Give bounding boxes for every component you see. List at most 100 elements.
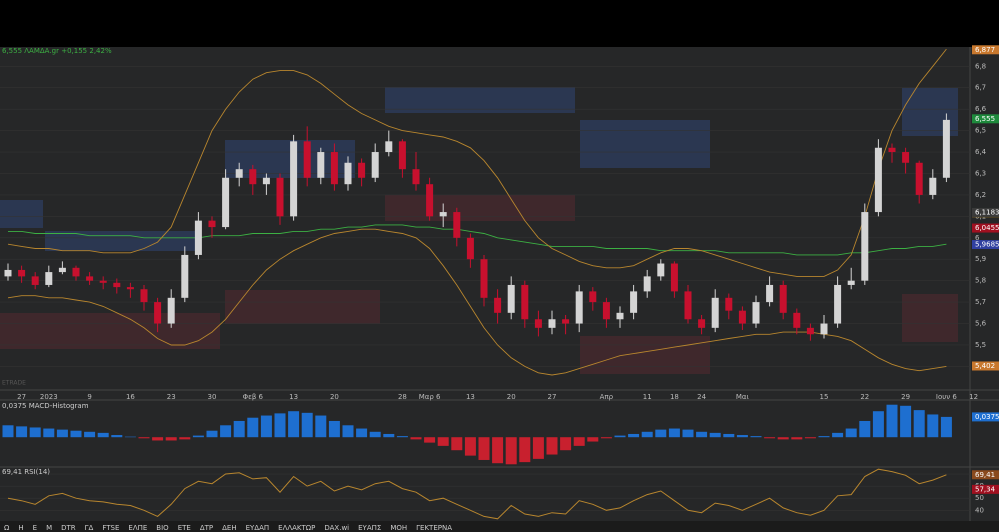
candle-body — [99, 280, 107, 283]
price-tag-label: 5,402 — [975, 362, 995, 370]
histogram-bar — [696, 431, 708, 438]
price-tag — [972, 240, 999, 250]
candle-body — [181, 254, 189, 298]
candle-body — [303, 141, 311, 178]
price-tag — [972, 114, 999, 124]
histogram-bar — [274, 413, 286, 438]
toolbar-item[interactable]: DTR — [61, 524, 76, 532]
candle-body — [806, 327, 814, 335]
candle-body — [276, 177, 284, 217]
toolbar-bg — [0, 521, 999, 532]
candle-body — [358, 162, 366, 178]
toolbar-item[interactable]: ETE — [178, 524, 191, 532]
histogram-bar — [464, 437, 476, 456]
candle-body — [847, 280, 855, 285]
histogram-bar — [84, 431, 96, 438]
toolbar-item[interactable]: ΓΔ — [85, 524, 94, 532]
histogram-bar — [587, 437, 599, 442]
candle-body — [371, 152, 379, 178]
histogram-bar — [138, 437, 150, 439]
histogram-bar — [791, 437, 803, 440]
candle-body — [344, 162, 352, 185]
toolbar-item[interactable]: ΔΤΡ — [200, 524, 213, 532]
toolbar-item[interactable]: ΓΕΚΤΕΡΝΑ — [416, 524, 452, 532]
toolbar-item[interactable]: ΕΛΠΕ — [128, 524, 147, 532]
toolbar-item[interactable]: Ω — [4, 524, 10, 532]
candle-body — [589, 291, 597, 303]
rsi-line — [7, 468, 947, 520]
candle-body — [426, 184, 434, 217]
candle-body — [222, 177, 230, 228]
candle-body — [194, 220, 202, 255]
y-tick-label: 5,8 — [975, 277, 986, 285]
histogram-bar — [560, 437, 572, 451]
candle-body — [575, 291, 583, 324]
histogram-bar — [519, 437, 531, 463]
y-tick-label: 50 — [975, 494, 984, 502]
histogram-bar — [301, 412, 313, 438]
histogram-bar — [614, 435, 626, 438]
x-tick-label: Φεβ 6 — [243, 393, 264, 401]
x-tick-label: 20 — [330, 393, 339, 401]
y-tick-label: 6,4 — [975, 148, 987, 156]
x-tick-label: 2023 — [40, 393, 58, 401]
toolbar-item[interactable]: ΕΥΔΑΠ — [246, 524, 270, 532]
x-tick-label: 27 — [548, 393, 557, 401]
candle-body — [670, 263, 678, 292]
histogram-bar — [233, 420, 245, 438]
toolbar-item[interactable]: E — [33, 524, 37, 532]
candle-body — [249, 169, 257, 185]
histogram-bar — [97, 432, 109, 438]
histogram-bar — [750, 436, 762, 438]
histogram-bar — [736, 435, 748, 438]
histogram-bar — [220, 425, 232, 438]
histogram-bar — [383, 433, 395, 438]
zone — [580, 336, 710, 374]
histogram-bar — [600, 437, 612, 439]
y-tick-label: 6,3 — [975, 169, 986, 177]
candle-body — [562, 319, 570, 324]
histogram-bar — [179, 437, 191, 440]
candle-body — [902, 152, 910, 163]
candle-body — [466, 237, 474, 260]
toolbar-item[interactable]: BIO — [156, 524, 169, 532]
histogram-bar — [505, 437, 517, 465]
histogram-bar — [478, 437, 490, 460]
candle-body — [86, 276, 94, 281]
toolbar-item[interactable]: ΕΥΑΠΣ — [358, 524, 381, 532]
histogram-bar — [845, 428, 857, 438]
price-tag-label: 6,1183 — [975, 208, 999, 216]
price-tag-label: 5,9685 — [975, 241, 999, 249]
histogram-bar — [396, 436, 408, 438]
candle-body — [480, 259, 488, 298]
y-tick-label: 6,7 — [975, 84, 986, 92]
price-tag-label: 6,877 — [975, 46, 995, 54]
histogram-bar — [356, 428, 368, 438]
candle-body — [793, 312, 801, 328]
candle-body — [874, 147, 882, 213]
panel-title: 6,555 ΛΑΜΔΑ.gr +0,155 2,42% — [2, 47, 112, 55]
x-tick-label: Ιουν 6 — [936, 393, 958, 401]
toolbar-item[interactable]: FTSE — [102, 524, 119, 532]
x-tick-label: 22 — [860, 393, 869, 401]
candle-body — [58, 267, 66, 273]
candle-body — [72, 267, 80, 277]
y-tick-label: 6,6 — [975, 105, 987, 113]
candle-body — [602, 302, 610, 320]
candle-body — [616, 312, 624, 320]
histogram-bar — [723, 433, 735, 438]
histogram-bar — [927, 414, 939, 438]
histogram-bar — [859, 420, 871, 438]
toolbar-item[interactable]: H — [18, 524, 23, 532]
toolbar-item[interactable]: ΔΕΗ — [222, 524, 236, 532]
toolbar-item[interactable]: DAX.wi — [324, 524, 349, 532]
y-tick-label: 5,9 — [975, 255, 986, 263]
x-tick-label: 29 — [901, 393, 910, 401]
toolbar-item[interactable]: ΜΟΗ — [390, 524, 407, 532]
toolbar-item[interactable]: ΕΛΛΑΚΤΩΡ — [278, 524, 315, 532]
histogram-bar — [668, 428, 680, 438]
y-tick-label: 5,6 — [975, 320, 987, 328]
toolbar-item[interactable]: M — [46, 524, 52, 532]
